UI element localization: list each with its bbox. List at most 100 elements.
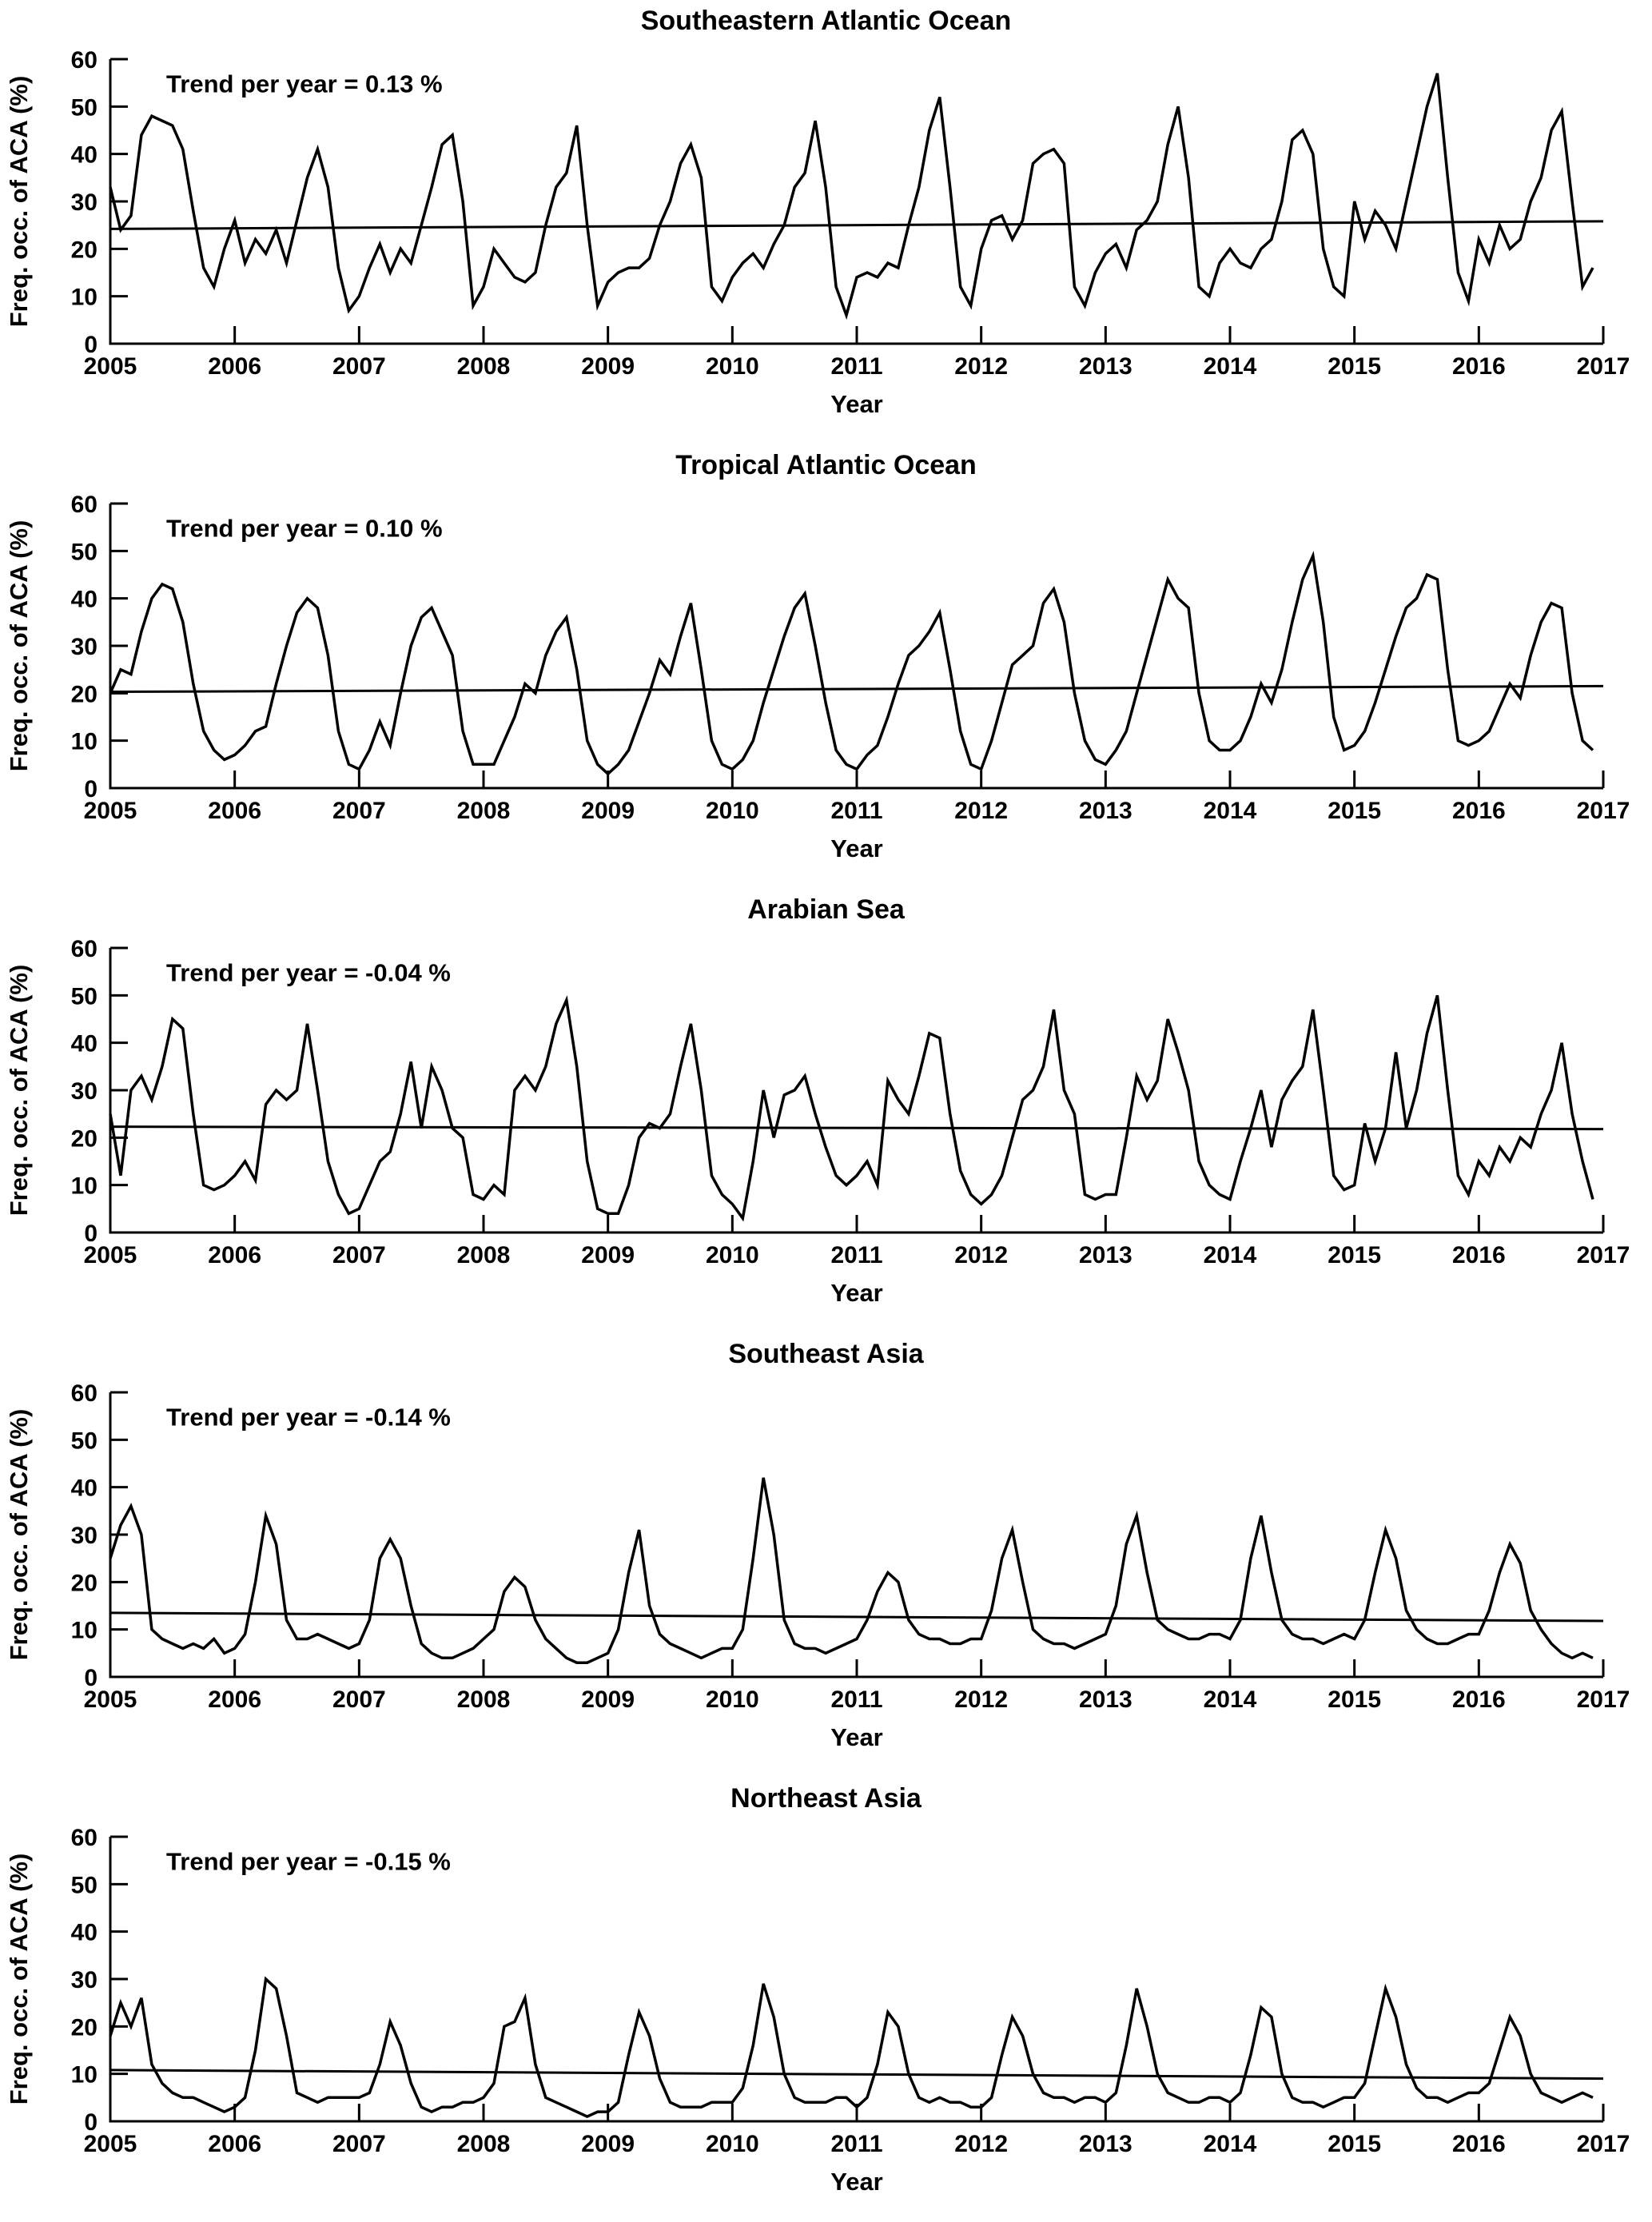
y-axis-label: Freq. occ. of ACA (%) — [5, 76, 33, 328]
y-tick-label: 40 — [71, 142, 98, 169]
y-tick-label: 60 — [71, 492, 98, 518]
trend-annotation: Trend per year = -0.14 % — [166, 1404, 451, 1432]
x-tick-label: 2008 — [457, 798, 511, 824]
axis-frame — [109, 1837, 1603, 2123]
plot-area: 0 10 20 30 40 50 60 2005 2006 2007 2008 2009 2010 201… — [5, 936, 1630, 1307]
x-tick-label: 2009 — [581, 353, 635, 380]
data-series-line — [109, 73, 1594, 321]
trend-line — [109, 2069, 1604, 2081]
x-tick-label: 2015 — [1328, 798, 1381, 824]
x-tick-label: 2017 — [1577, 2131, 1630, 2157]
x-tick-label: 2010 — [706, 353, 759, 380]
chart-title: Southeast Asia — [728, 1339, 924, 1369]
x-axis-label: Year — [830, 390, 883, 418]
y-tick-label: 50 — [71, 1872, 98, 1898]
y-tick-label: 30 — [71, 1967, 98, 1993]
x-tick-label: 2010 — [706, 1242, 759, 1268]
x-tick-label: 2016 — [1452, 2131, 1506, 2157]
trend-line — [109, 1611, 1604, 1623]
y-axis-label: Freq. occ. of ACA (%) — [5, 520, 33, 772]
x-tick-label: 2006 — [208, 1686, 261, 1713]
y-tick-label: 30 — [71, 1078, 98, 1105]
x-tick-label: 2013 — [1079, 353, 1133, 380]
chart-title: Northeast Asia — [730, 1783, 922, 1814]
chart-panel-southeastern-atlantic: Southeastern Atlantic Ocean 0 10 20 30 40 50 6… — [0, 0, 1652, 444]
y-tick-label: 40 — [71, 587, 98, 613]
x-tick-label: 2015 — [1328, 2131, 1381, 2157]
y-tick-label: 60 — [71, 1380, 98, 1407]
y-tick-label: 10 — [71, 729, 98, 755]
x-tick-label: 2014 — [1204, 1242, 1257, 1268]
chart-title: Tropical Atlantic Ocean — [675, 450, 977, 480]
x-tick-label: 2009 — [581, 1242, 635, 1268]
x-tick-label: 2014 — [1204, 1686, 1257, 1713]
x-tick-label: 2006 — [208, 353, 261, 380]
y-tick-label: 20 — [71, 1570, 98, 1596]
x-axis-label: Year — [830, 834, 883, 862]
chart-panel-tropical-atlantic: Tropical Atlantic Ocean 0 10 20 30 40 50 60 200… — [0, 444, 1652, 889]
y-axis-label: Freq. occ. of ACA (%) — [5, 1409, 33, 1661]
x-tick-label: 2013 — [1079, 1686, 1133, 1713]
x-tick-label: 2015 — [1328, 353, 1381, 380]
x-tick-label: 2016 — [1452, 1242, 1506, 1268]
x-tick-label: 2007 — [332, 353, 386, 380]
trend-annotation: Trend per year = -0.15 % — [166, 1848, 451, 1876]
x-tick-label: 2008 — [457, 1686, 511, 1713]
x-tick-label: 2011 — [830, 1686, 882, 1713]
plot-area: 0 10 20 30 40 50 60 2005 2006 2007 2008 2009 2010 201… — [5, 1380, 1630, 1751]
chart-title: Southeastern Atlantic Ocean — [640, 6, 1012, 36]
x-tick-label: 2007 — [332, 2131, 386, 2157]
y-tick-label: 10 — [71, 1618, 98, 1644]
y-tick-label: 10 — [71, 1173, 98, 1200]
y-tick-label: 50 — [71, 94, 98, 121]
x-tick-label: 2005 — [84, 1242, 137, 1268]
x-tick-label: 2008 — [457, 2131, 511, 2157]
y-tick-label: 60 — [71, 1825, 98, 1851]
x-tick-label: 2009 — [581, 1686, 635, 1713]
x-tick-label: 2008 — [457, 353, 511, 380]
x-tick-label: 2015 — [1328, 1686, 1381, 1713]
y-tick-label: 60 — [71, 936, 98, 962]
x-tick-label: 2005 — [84, 1686, 137, 1713]
x-tick-label: 2005 — [84, 353, 137, 380]
x-tick-label: 2012 — [954, 798, 1008, 824]
y-tick-label: 30 — [71, 189, 98, 216]
x-tick-label: 2007 — [332, 798, 386, 824]
x-tick-label: 2016 — [1452, 798, 1506, 824]
y-axis-label: Freq. occ. of ACA (%) — [5, 965, 33, 1217]
x-axis-label: Year — [830, 1279, 883, 1307]
data-series-line — [109, 1976, 1594, 2119]
x-tick-label: 2010 — [706, 1686, 759, 1713]
y-tick-label: 0 — [84, 332, 98, 358]
y-tick-label: 0 — [84, 1665, 98, 1691]
y-tick-label: 0 — [84, 776, 98, 802]
y-tick-label: 10 — [71, 2062, 98, 2089]
x-tick-label: 2006 — [208, 1242, 261, 1268]
y-tick-label: 10 — [71, 285, 98, 311]
x-tick-label: 2005 — [84, 798, 137, 824]
x-tick-label: 2016 — [1452, 353, 1506, 380]
x-tick-label: 2008 — [457, 1242, 511, 1268]
x-tick-label: 2014 — [1204, 2131, 1257, 2157]
x-tick-label: 2017 — [1577, 353, 1630, 380]
x-tick-label: 2016 — [1452, 1686, 1506, 1713]
x-tick-label: 2015 — [1328, 1242, 1381, 1268]
plot-area: 0 10 20 30 40 50 60 2005 2006 2007 2008 2009 2010 201… — [5, 492, 1630, 862]
x-tick-label: 2012 — [954, 1686, 1008, 1713]
y-tick-label: 30 — [71, 1523, 98, 1549]
x-tick-label: 2013 — [1079, 798, 1133, 824]
y-tick-label: 20 — [71, 2014, 98, 2041]
x-tick-label: 2011 — [830, 353, 882, 380]
x-tick-label: 2014 — [1204, 353, 1257, 380]
x-tick-label: 2014 — [1204, 798, 1257, 824]
y-tick-label: 0 — [84, 2109, 98, 2136]
trend-annotation: Trend per year = -0.04 % — [166, 959, 451, 987]
chart-title: Arabian Sea — [747, 894, 905, 925]
x-tick-label: 2010 — [706, 798, 759, 824]
x-tick-label: 2012 — [954, 1242, 1008, 1268]
x-tick-label: 2017 — [1577, 1686, 1630, 1713]
data-series-line — [109, 994, 1594, 1222]
x-tick-label: 2011 — [830, 1242, 882, 1268]
x-tick-label: 2007 — [332, 1242, 386, 1268]
plot-area: 0 10 20 30 40 50 60 2005 2006 2007 2008 2009 2010 201… — [5, 1825, 1630, 2196]
